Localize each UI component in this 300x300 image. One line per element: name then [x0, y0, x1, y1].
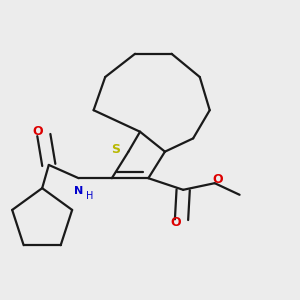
- Text: O: O: [213, 173, 223, 186]
- Text: H: H: [85, 191, 93, 202]
- Text: O: O: [32, 125, 43, 138]
- Text: O: O: [170, 217, 181, 230]
- Text: S: S: [111, 142, 120, 155]
- Text: N: N: [74, 186, 83, 196]
